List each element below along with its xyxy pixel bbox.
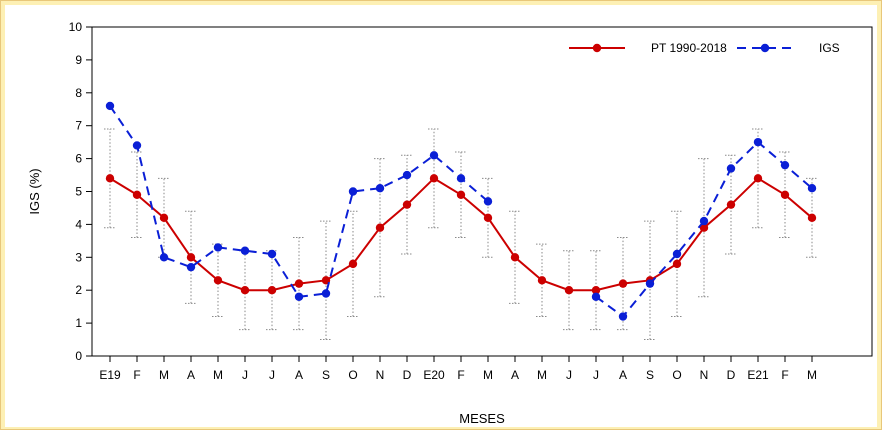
x-axis-title: MESES [459, 411, 505, 426]
y-tick-label: 4 [75, 217, 82, 231]
igs-series-point [213, 243, 223, 252]
igs-series-point [456, 174, 466, 183]
igs-series-point [402, 170, 412, 180]
x-tick-label: D [403, 368, 412, 382]
pt-series-point [294, 279, 304, 288]
x-tick-label: A [187, 368, 195, 382]
chart-panel: 0 1 2 3 4 5 6 7 8 9 10 E19 F M A M J J A S O N D E20 F M A M J J A S O N D… [5, 5, 877, 427]
pt-series-point [483, 213, 493, 223]
x-tick-label: M [483, 368, 493, 382]
line-chart: 0 1 2 3 4 5 6 7 8 9 10 E19 F M A M J J A S O N D E20 F M A M J J A S O N D… [27, 20, 873, 426]
igs-series-point [726, 164, 736, 173]
x-tick-label: D [727, 368, 736, 382]
pt-series-point [672, 259, 682, 269]
x-tick-label: F [457, 368, 464, 382]
igs-series-point [321, 289, 331, 298]
plot-frame [91, 26, 873, 357]
pt-series-point [510, 253, 520, 262]
igs-series-point [618, 312, 628, 321]
x-tick-label: M [159, 368, 169, 382]
pt-series-point [726, 200, 736, 209]
pt-series-point [132, 190, 142, 199]
y-axis-title: IGS (%) [27, 168, 42, 214]
igs-series-point [753, 137, 763, 147]
x-tick-label: A [511, 368, 519, 382]
pt-series-point [402, 200, 412, 209]
igs-series-point [672, 249, 682, 259]
x-tick-label: J [593, 368, 599, 382]
pt-series-point [780, 190, 790, 199]
x-tick-label: S [322, 368, 330, 382]
x-tick-label: A [619, 368, 627, 382]
igs-series-point [429, 151, 439, 160]
x-tick-label: J [269, 368, 275, 382]
x-tick-label: M [537, 368, 547, 382]
igs-series-point [348, 187, 358, 196]
igs-series-point [807, 184, 817, 193]
x-tick-label: J [566, 368, 572, 382]
igs-series-point [645, 279, 655, 288]
igs-series-point [375, 184, 385, 193]
x-tick-label: O [348, 368, 357, 382]
y-tick-label: 1 [75, 316, 82, 330]
x-tick-label: E19 [99, 368, 121, 382]
igs-series-point [591, 292, 601, 301]
x-tick-label: M [213, 368, 223, 382]
y-tick-label: 3 [75, 250, 82, 264]
legend-pt-label: PT 1990-2018 [651, 41, 727, 55]
legend-pt-marker [592, 43, 602, 53]
y-tick-label: 6 [75, 152, 82, 166]
x-tick-label: O [672, 368, 681, 382]
x-tick-label: E20 [423, 368, 445, 382]
legend-igs-label: IGS [819, 41, 840, 55]
y-tick-label: 0 [75, 349, 82, 363]
x-tick-label: E21 [747, 368, 769, 382]
pt-series-point [213, 276, 223, 285]
y-tick-label: 5 [75, 185, 82, 199]
y-tick-label: 10 [69, 20, 83, 34]
pt-series-point [186, 253, 196, 262]
igs-series-point [240, 246, 250, 255]
x-tick-label: N [376, 368, 385, 382]
igs-series-point [132, 141, 142, 150]
pt-series-point [753, 174, 763, 183]
y-tick-label: 7 [75, 119, 82, 133]
x-tick-label: M [807, 368, 817, 382]
igs-series-point [105, 101, 115, 111]
igs-series-line [109, 105, 489, 298]
pt-series-point [456, 190, 466, 199]
pt-series-point [564, 286, 574, 295]
pt-series-point [267, 286, 277, 295]
x-tick-label: F [133, 368, 140, 382]
pt-series-point [807, 213, 817, 223]
legend-igs-marker [760, 43, 770, 53]
igs-series-point [267, 249, 277, 259]
x-tick-label: S [646, 368, 654, 382]
x-tick-label: A [295, 368, 303, 382]
x-tick-label: J [242, 368, 248, 382]
pt-series-point [591, 286, 601, 295]
pt-series-point [348, 259, 358, 269]
y-tick-label: 9 [75, 53, 82, 67]
pt-series-point [429, 174, 439, 183]
pt-series-point [105, 174, 115, 183]
igs-series-point [186, 262, 196, 272]
igs-series-point [294, 292, 304, 301]
pt-series-point [699, 223, 709, 232]
pt-series-point [240, 286, 250, 295]
igs-series-point [483, 197, 493, 206]
y-tick-label: 8 [75, 86, 82, 100]
igs-series-point [159, 253, 169, 262]
x-tick-label: N [700, 368, 709, 382]
pt-series-point [375, 223, 385, 232]
x-tick-label: F [781, 368, 788, 382]
pt-series-point [159, 213, 169, 223]
pt-series-point [618, 279, 628, 288]
igs-series-point [699, 216, 709, 226]
pt-series-point [537, 276, 547, 285]
y-tick-label: 2 [75, 283, 82, 297]
igs-series-point [780, 160, 790, 170]
